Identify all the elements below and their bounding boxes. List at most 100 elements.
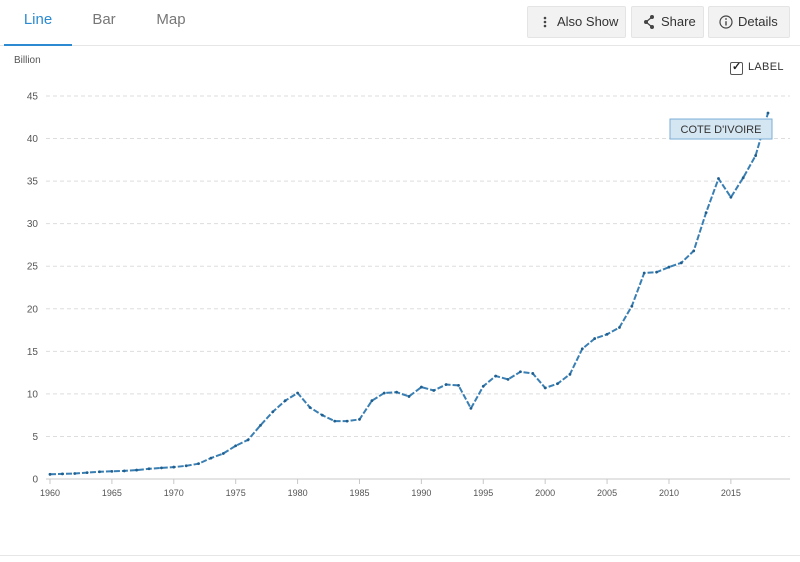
data-point bbox=[358, 418, 361, 421]
data-point bbox=[766, 111, 770, 115]
data-point bbox=[444, 383, 448, 386]
data-point bbox=[172, 465, 176, 469]
details-label: Details bbox=[738, 14, 778, 29]
share-button[interactable]: Share bbox=[631, 6, 704, 38]
data-point bbox=[209, 456, 213, 460]
data-point bbox=[519, 370, 522, 374]
data-point bbox=[73, 472, 77, 475]
data-point bbox=[184, 464, 188, 468]
data-point bbox=[432, 389, 436, 392]
data-point bbox=[543, 386, 547, 390]
data-point bbox=[246, 438, 250, 442]
data-point bbox=[580, 347, 584, 351]
x-tick-label: 2010 bbox=[659, 488, 679, 498]
label-checkbox[interactable]: ✓ bbox=[730, 61, 743, 75]
y-tick-label: 20 bbox=[27, 304, 39, 315]
tab-map[interactable]: Map bbox=[156, 11, 186, 28]
data-point bbox=[704, 211, 708, 215]
data-point bbox=[147, 467, 151, 471]
y-tick-label: 10 bbox=[27, 389, 39, 400]
vertical-dots-icon bbox=[537, 7, 553, 48]
y-tick-label: 5 bbox=[32, 432, 38, 443]
series-tooltip-label: COTE D'IVOIRE bbox=[681, 124, 762, 136]
y-axis-unit-label: Billion bbox=[14, 55, 41, 66]
data-point bbox=[407, 395, 411, 398]
x-axis-ticks: 1960 1965 1970 1975 1980 1985 1990 1995 2000 2005… bbox=[40, 479, 741, 498]
x-tick-label: 1965 bbox=[102, 488, 122, 498]
data-point bbox=[667, 265, 671, 269]
data-point bbox=[382, 391, 386, 395]
x-tick-label: 1995 bbox=[473, 488, 493, 498]
tab-line[interactable]: Line bbox=[4, 0, 72, 46]
y-tick-label: 40 bbox=[27, 134, 39, 145]
data-point bbox=[754, 154, 758, 157]
y-axis-ticks: 0 5 10 15 20 25 30 35 40 45 bbox=[27, 92, 39, 486]
data-point bbox=[741, 176, 745, 180]
data-point bbox=[729, 195, 733, 199]
x-tick-label: 1985 bbox=[349, 488, 369, 498]
y-tick-label: 45 bbox=[27, 92, 39, 103]
data-point bbox=[494, 374, 498, 378]
data-point bbox=[197, 462, 200, 466]
data-point bbox=[593, 337, 597, 340]
also-show-button[interactable]: Also Show bbox=[527, 6, 626, 38]
y-tick-label: 15 bbox=[27, 347, 39, 358]
data-point bbox=[122, 469, 126, 473]
y-tick-label: 30 bbox=[27, 219, 39, 230]
data-point bbox=[568, 372, 572, 376]
chart-series bbox=[48, 111, 770, 476]
data-point bbox=[630, 304, 634, 308]
series-line bbox=[49, 112, 769, 476]
data-point bbox=[469, 406, 473, 410]
data-point bbox=[320, 413, 324, 417]
data-point bbox=[717, 177, 720, 180]
data-point bbox=[655, 270, 658, 274]
data-point bbox=[221, 452, 225, 455]
y-tick-label: 25 bbox=[27, 262, 39, 273]
data-point bbox=[679, 261, 683, 265]
x-tick-label: 2015 bbox=[721, 488, 741, 498]
data-point bbox=[395, 390, 399, 394]
data-point bbox=[85, 471, 89, 475]
data-point bbox=[481, 384, 485, 388]
data-point bbox=[98, 470, 101, 474]
data-point bbox=[160, 466, 163, 470]
data-point bbox=[271, 410, 275, 414]
x-tick-label: 1990 bbox=[411, 488, 431, 498]
data-point bbox=[531, 372, 535, 375]
data-point bbox=[259, 423, 262, 427]
data-point bbox=[308, 406, 312, 409]
share-label: Share bbox=[661, 14, 696, 29]
info-icon bbox=[718, 7, 734, 48]
data-point bbox=[692, 249, 696, 253]
data-point bbox=[605, 332, 609, 336]
data-point bbox=[283, 399, 287, 403]
chart-type-tabs: Line Bar Map bbox=[0, 0, 800, 46]
tab-bar[interactable]: Bar bbox=[92, 11, 116, 28]
also-show-label: Also Show bbox=[557, 14, 619, 29]
data-point bbox=[457, 383, 460, 387]
data-point bbox=[419, 385, 423, 389]
y-tick-label: 35 bbox=[27, 177, 39, 188]
data-point bbox=[135, 468, 139, 472]
chart-grid bbox=[46, 95, 790, 480]
x-tick-label: 1980 bbox=[288, 488, 308, 498]
data-point bbox=[48, 472, 52, 476]
x-tick-label: 2005 bbox=[597, 488, 617, 498]
data-point bbox=[234, 444, 238, 448]
data-point bbox=[110, 469, 114, 473]
bottom-divider bbox=[0, 555, 800, 556]
chart-annotations: COTE D'IVOIRE bbox=[669, 118, 773, 140]
data-point bbox=[296, 391, 299, 395]
series-tooltip-box bbox=[669, 118, 773, 140]
x-tick-label: 2000 bbox=[535, 488, 555, 498]
share-icon bbox=[641, 7, 657, 48]
data-point bbox=[333, 419, 337, 423]
y-tick-label: 0 bbox=[32, 475, 38, 486]
data-point bbox=[370, 399, 374, 403]
checkmark-icon: ✓ bbox=[732, 61, 742, 73]
x-tick-label: 1960 bbox=[40, 488, 60, 498]
data-point bbox=[345, 419, 349, 423]
details-button[interactable]: Details bbox=[708, 6, 790, 38]
